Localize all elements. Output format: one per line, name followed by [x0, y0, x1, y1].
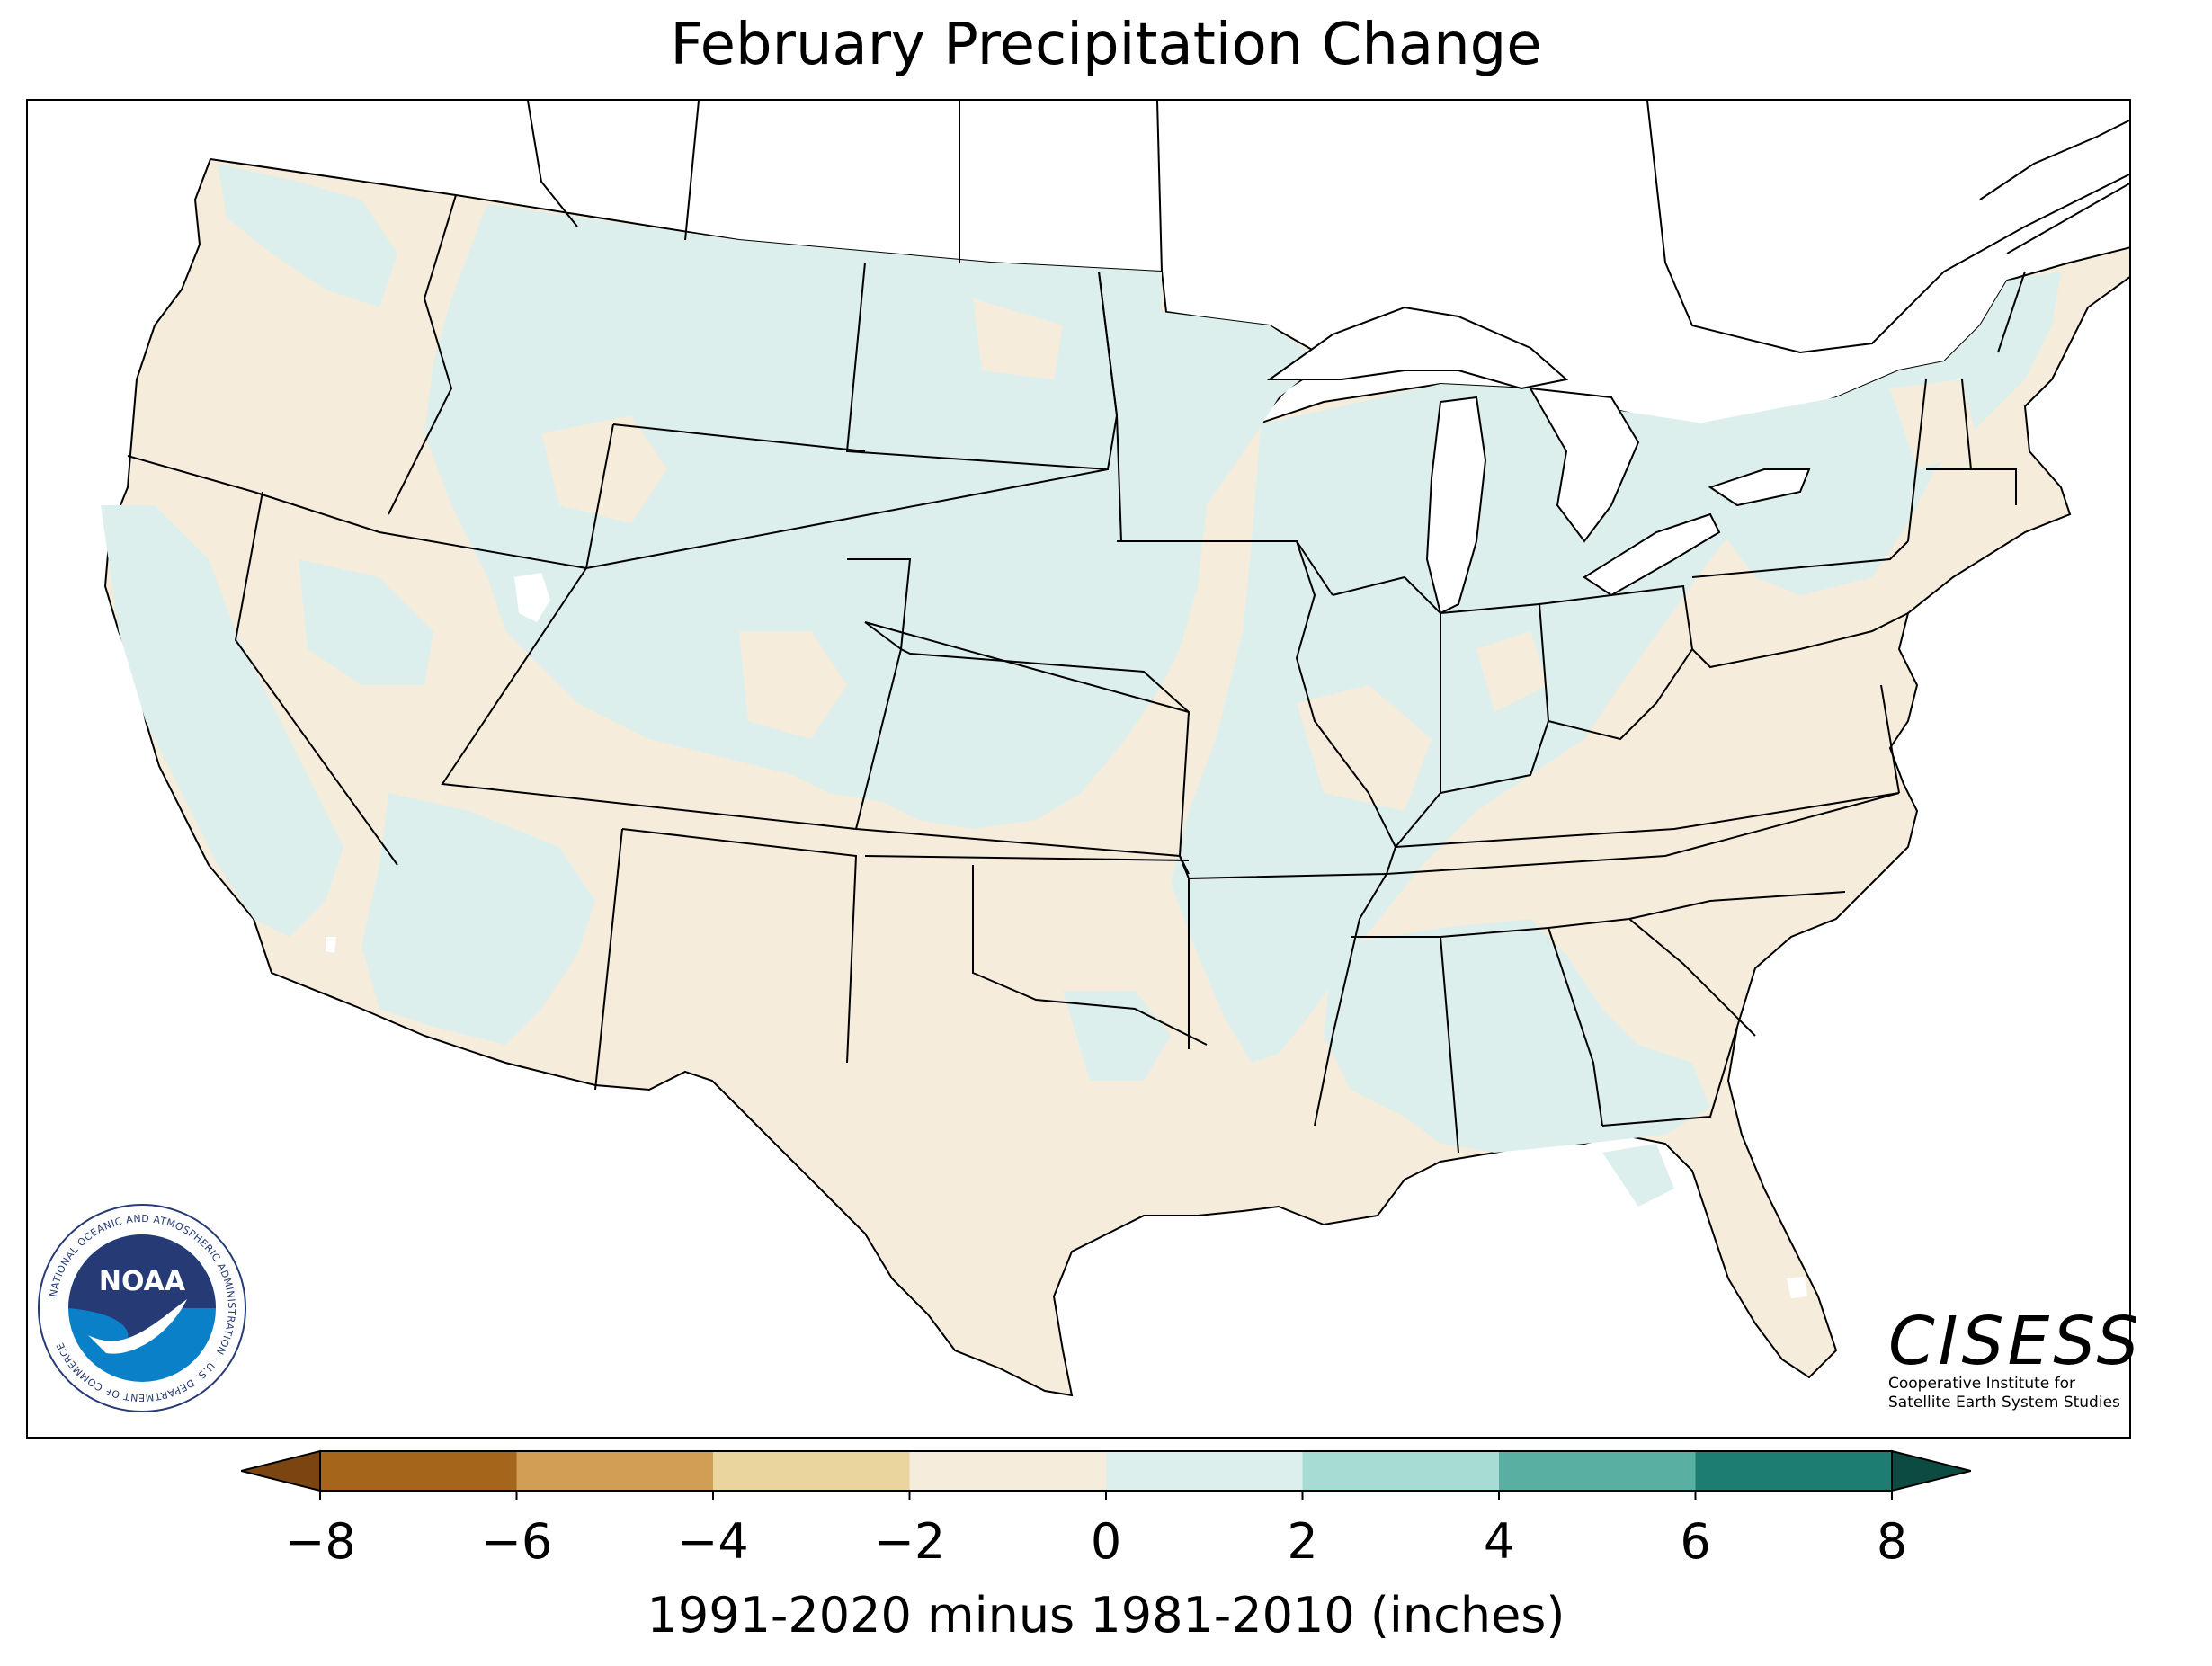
us-map	[101, 101, 2129, 1397]
border	[1961, 379, 1972, 470]
border	[1880, 684, 1900, 794]
colorbar-extend-low	[241, 1449, 321, 1492]
wetter-california	[101, 505, 343, 937]
border	[972, 865, 1208, 1046]
map-frame	[26, 99, 2131, 1439]
lake-ontario	[1708, 468, 1811, 507]
border	[1539, 584, 1694, 741]
colorbar-bin	[1695, 1451, 1893, 1491]
colorbar-bin	[1106, 1451, 1303, 1491]
wetter-nevada	[299, 559, 433, 685]
canada-province-border	[1156, 101, 1163, 272]
coastline-detail	[1979, 119, 2129, 200]
wetter-midwest	[1171, 384, 1755, 1063]
colorbar-tick-label: −4	[677, 1513, 749, 1570]
lake-michigan	[1425, 396, 1487, 615]
border	[585, 468, 1109, 569]
colorbar-bin	[1499, 1451, 1696, 1491]
border	[1117, 540, 1397, 875]
great-lakes	[1266, 306, 1811, 615]
colorbar-bin	[516, 1451, 714, 1491]
colorbar-bin	[1302, 1451, 1500, 1491]
border	[621, 828, 858, 1064]
small-lakes	[326, 573, 1807, 1298]
lake-superior	[1266, 306, 1569, 390]
border	[612, 423, 866, 452]
border	[1395, 792, 1900, 848]
drier-patch	[1890, 379, 1980, 469]
noaa-center-text: NOAA	[99, 1266, 186, 1297]
border	[1386, 792, 1900, 875]
border	[1691, 612, 1909, 669]
border	[1188, 872, 1388, 1127]
border	[1907, 379, 1927, 542]
cisess-subtitle-line2: Satellite Earth System Studies	[1888, 1394, 2120, 1412]
border	[594, 828, 623, 1091]
colorbar-tick-label: 8	[1876, 1513, 1908, 1570]
border	[234, 491, 398, 866]
cisess-subtitle-line1: Cooperative Institute for	[1888, 1375, 2076, 1393]
drier-patch	[973, 298, 1063, 379]
wetter-florida-patch	[1602, 1144, 1674, 1207]
border	[1296, 540, 1333, 596]
lake-okeechobee	[1787, 1277, 1807, 1298]
colorbar-tick-label: −6	[480, 1513, 553, 1570]
border	[1997, 271, 2026, 353]
colorbar-tick-label: −2	[873, 1513, 946, 1570]
noaa-logo: NATIONAL OCEANIC AND ATMOSPHERIC ADMINIS…	[34, 1200, 250, 1420]
lake-huron	[1529, 387, 1640, 543]
wetter-regions	[101, 164, 2061, 1207]
border	[1926, 468, 2017, 505]
drier-patch	[739, 631, 847, 739]
colorbar	[241, 1449, 1971, 1500]
colorbar-tick-label: 0	[1090, 1513, 1122, 1570]
map-title: February Precipitation Change	[670, 12, 1542, 78]
border	[1601, 1026, 1738, 1127]
border	[864, 621, 1190, 713]
wetter-northern-plains	[424, 204, 1324, 829]
state-borders	[127, 194, 2026, 1154]
border	[847, 558, 1191, 875]
wetter-arizona	[361, 793, 595, 1045]
colorbar-tick-label: 6	[1680, 1513, 1711, 1570]
coastline-detail	[2006, 183, 2129, 254]
colorbar-tick-label: 2	[1287, 1513, 1318, 1570]
border	[127, 455, 587, 569]
wetter-northeast	[1692, 272, 2061, 595]
neighbor-borders	[527, 101, 2129, 354]
colorbar-bin	[713, 1451, 910, 1491]
border	[441, 423, 903, 831]
colorbar-label: 1991-2020 minus 1981-2010 (inches)	[647, 1587, 1565, 1644]
wetter-southeast	[1324, 919, 1710, 1153]
border	[388, 194, 457, 515]
border	[1548, 927, 1603, 1127]
border	[855, 828, 1190, 1049]
border	[1691, 540, 1909, 578]
wetter-pacific-nw	[218, 164, 397, 307]
drier-patch	[1297, 685, 1432, 811]
canada-province-border	[684, 101, 700, 241]
colorbar-extend-high	[1891, 1449, 1971, 1492]
colorbar-bin	[909, 1451, 1107, 1491]
border	[1628, 918, 1756, 1037]
canada-province-border	[527, 101, 578, 227]
colorbar-tick-label: 4	[1483, 1513, 1515, 1570]
colorbar-tick-label: −8	[284, 1513, 356, 1570]
salton-sea	[326, 937, 336, 953]
canada-province-border	[1646, 101, 2129, 354]
border	[864, 855, 1190, 861]
drier-patch	[1476, 631, 1548, 712]
cisess-name: CISESS	[1888, 1303, 2143, 1380]
colorbar-bin	[320, 1451, 517, 1491]
border	[1440, 936, 1459, 1154]
great-salt-lake	[514, 573, 550, 622]
border	[1351, 891, 1846, 938]
cisess-logo: CISESS Cooperative Institute for Satelli…	[1888, 1308, 2149, 1413]
